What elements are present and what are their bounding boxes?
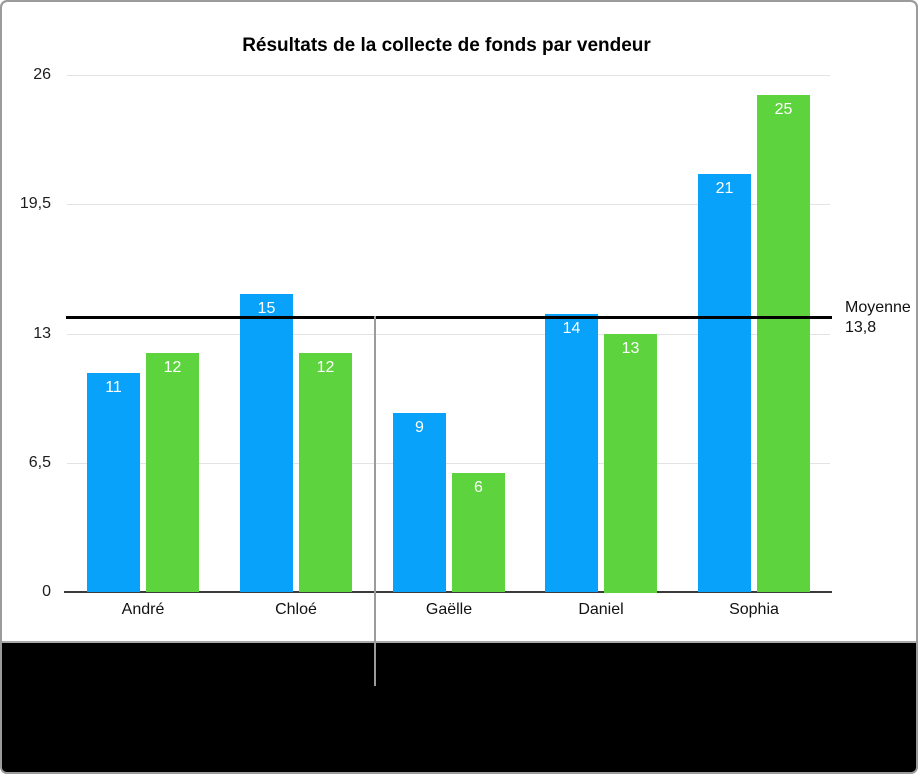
bar-value-label: 15 (257, 300, 276, 317)
category-label: Gaëlle (425, 601, 473, 618)
gridline (67, 334, 830, 335)
category-label: Daniel (578, 601, 624, 618)
chart-bar-green: 6 (452, 473, 505, 592)
chart-bar-blue: 14 (545, 314, 598, 592)
chart-bar-green: 13 (604, 334, 657, 593)
y-tick-label: 13 (33, 325, 51, 342)
chart-bar-blue: 9 (393, 413, 446, 592)
chart-bar-blue: 21 (698, 174, 751, 592)
plot-area: 0 6,5 13 19,5 26 11 12 André 15 12 Chloé 9 6 Gaëlle 14… (2, 2, 916, 641)
bar-value-label: 12 (163, 359, 182, 376)
chart-bar-green: 25 (757, 95, 810, 592)
category-label: Chloé (275, 601, 317, 618)
average-label-text: Moyenne (845, 299, 911, 316)
y-tick-label: 19,5 (19, 195, 51, 212)
bar-value-label: 12 (316, 359, 335, 376)
x-axis-line (64, 591, 832, 593)
average-line (66, 316, 832, 319)
chart-bar-blue: 11 (87, 373, 140, 592)
chart-title: Résultats de la collecte de fonds par ve… (242, 35, 651, 56)
gridline (67, 75, 830, 76)
chart-bar-blue: 15 (240, 294, 293, 592)
chart-area: Résultats de la collecte de fonds par ve… (2, 2, 916, 643)
gridline (67, 463, 830, 464)
average-label: Moyenne 13,8 (845, 298, 911, 338)
bar-value-label: 25 (774, 101, 793, 118)
bar-value-label: 9 (415, 419, 424, 436)
bar-value-label: 6 (474, 479, 483, 496)
bar-value-label: 14 (562, 320, 581, 337)
bar-value-label: 13 (621, 340, 640, 357)
y-tick-label: 0 (42, 583, 51, 600)
category-label: André (121, 601, 165, 618)
y-tick-label: 26 (33, 66, 51, 83)
average-value-text: 13,8 (845, 319, 877, 336)
bar-value-label: 21 (715, 180, 734, 197)
chart-bar-green: 12 (299, 353, 352, 592)
bar-value-label: 11 (105, 379, 122, 396)
chart-bar-green: 12 (146, 353, 199, 592)
callout-line (374, 316, 376, 686)
y-tick-label: 6,5 (28, 454, 51, 471)
gridline (67, 204, 830, 205)
category-label: Sophia (729, 601, 779, 618)
black-matte (2, 643, 916, 772)
